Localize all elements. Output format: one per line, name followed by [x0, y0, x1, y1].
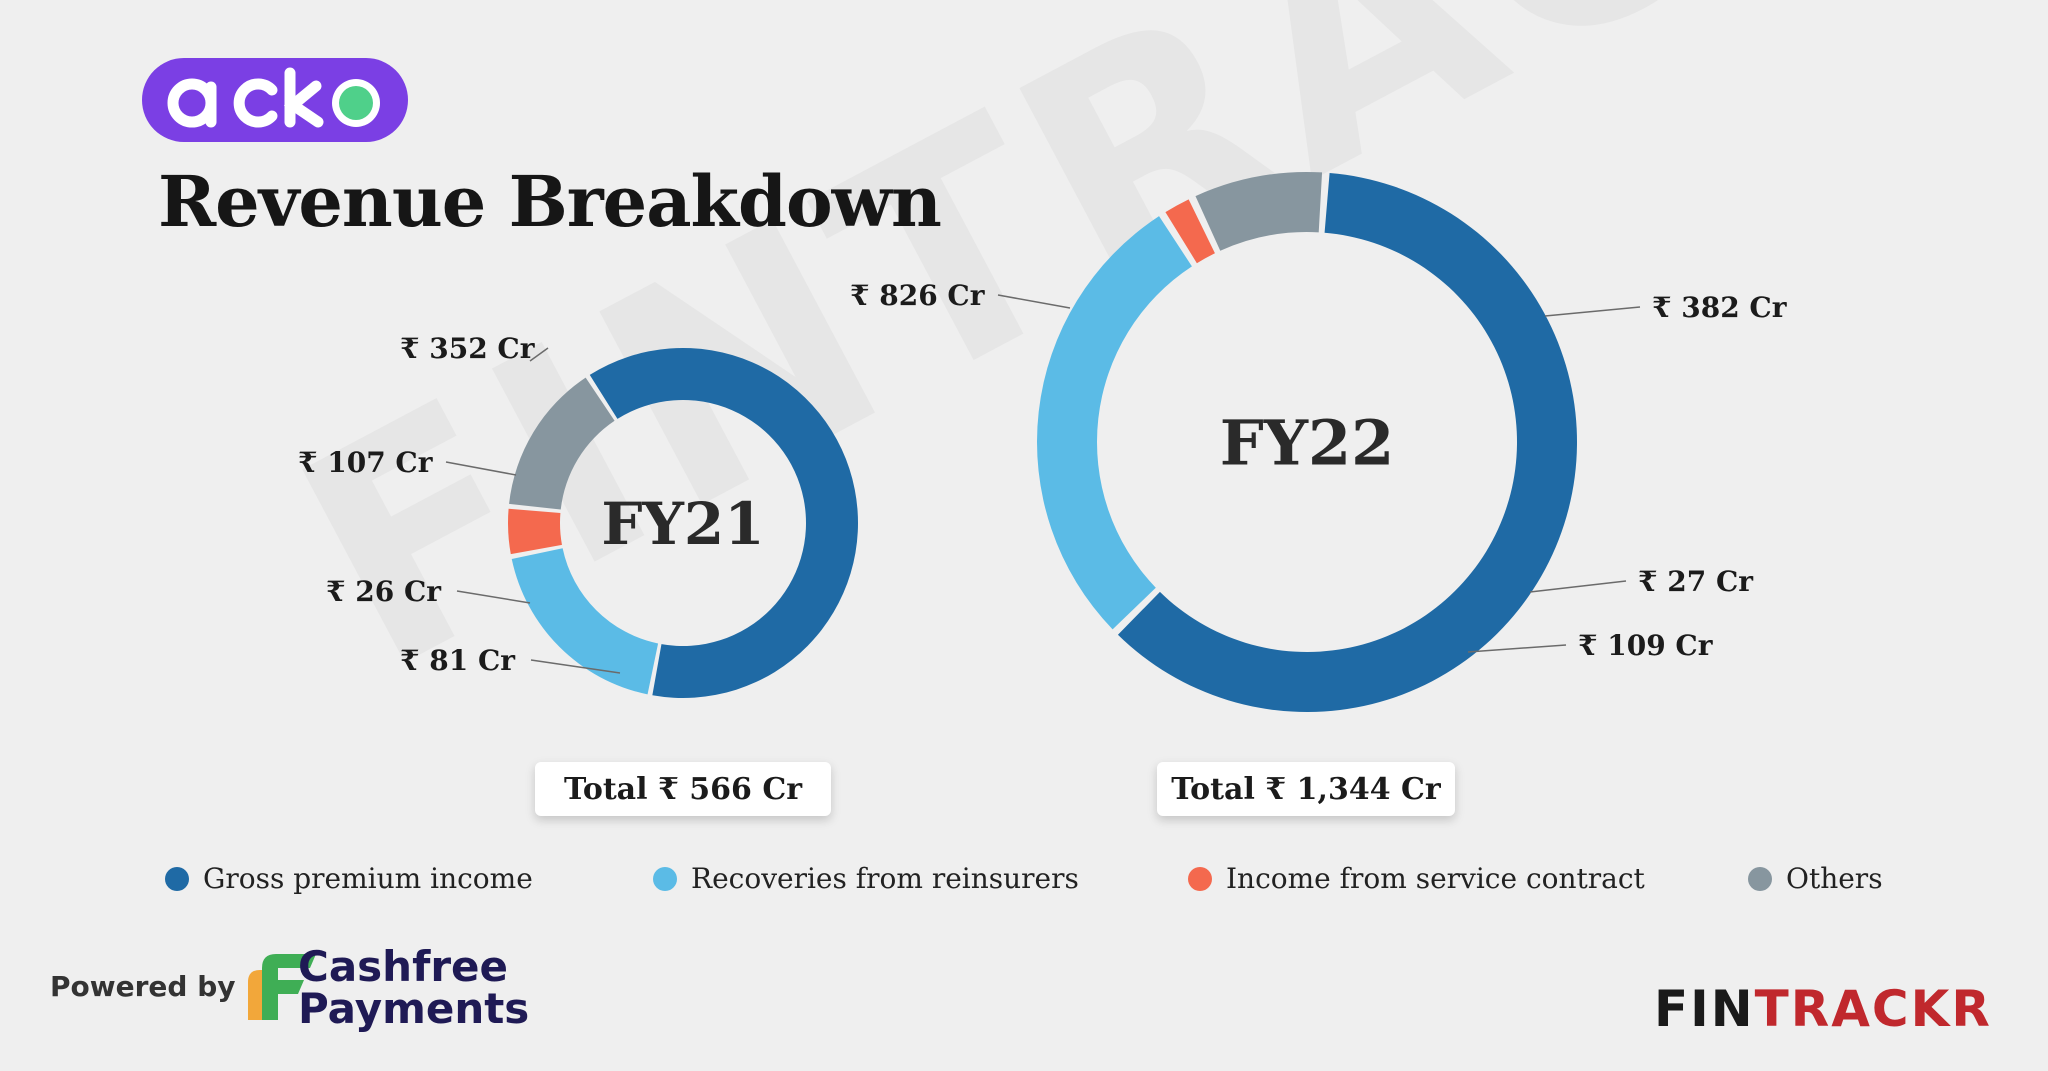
fy22-leader-line	[1529, 580, 1627, 593]
fintrackr-trackr: TRACKR	[1754, 980, 1992, 1038]
acko-wordmark-icon	[167, 67, 380, 128]
legend-swatch	[165, 866, 189, 891]
fy22-center-label: FY22	[1220, 406, 1395, 479]
fy22-slice-3	[1195, 172, 1323, 251]
legend-item-others: Others	[1748, 862, 1883, 895]
fy22-leader-line	[1544, 306, 1641, 317]
cashfree-line2: Payments	[298, 984, 530, 1033]
fintrackr-logo: FINTRACKR	[1654, 980, 1992, 1038]
legend-swatch	[1748, 866, 1772, 891]
fy21-data-label: ₹ 81 Cr	[400, 644, 516, 677]
fy22-slice-1	[1037, 216, 1192, 630]
fy21-leader-line	[445, 461, 517, 476]
cashfree-line1: Cashfree	[298, 942, 509, 991]
legend-label: Income from service contract	[1226, 862, 1645, 895]
fy22-data-label: ₹ 27 Cr	[1638, 565, 1754, 598]
legend-label: Gross premium income	[203, 862, 533, 895]
fy22-slice-2	[1165, 199, 1215, 264]
legend-label: Recoveries from reinsurers	[691, 862, 1079, 895]
fy22-leader-line	[997, 294, 1071, 309]
fy21-data-label: ₹ 107 Cr	[298, 446, 434, 479]
fintrackr-fin: FIN	[1654, 980, 1755, 1038]
legend-swatch	[653, 866, 677, 891]
acko-logo	[142, 58, 408, 142]
fy22-data-label: ₹ 826 Cr	[850, 279, 986, 312]
legend-swatch	[1188, 866, 1212, 891]
fy22-slice-0	[1117, 172, 1577, 713]
fy22-data-label: ₹ 109 Cr	[1578, 629, 1714, 662]
fy22-total-badge: Total ₹ 1,344 Cr	[1157, 762, 1455, 816]
fy21-slice-1	[511, 548, 659, 695]
cashfree-logo-icon	[248, 954, 316, 1020]
fy21-slice-2	[508, 508, 562, 555]
fy21-leader-line	[529, 347, 549, 362]
fy21-data-label: ₹ 26 Cr	[326, 575, 442, 608]
fy21-center-label: FY21	[601, 490, 764, 558]
fy21-slice-0	[589, 348, 858, 698]
legend-item-recoveries: Recoveries from reinsurers	[653, 862, 1079, 895]
legend-item-service-contract: Income from service contract	[1188, 862, 1645, 895]
fy21-slice-3	[509, 377, 615, 510]
powered-by-label: Powered by	[50, 970, 236, 1003]
fy21-data-label: ₹ 352 Cr	[400, 332, 536, 365]
cashfree-wordmark: Cashfree Payments	[298, 946, 529, 1030]
fy22-data-label: ₹ 382 Cr	[1652, 291, 1788, 324]
fy21-leader-line	[456, 590, 531, 604]
legend-item-gross-premium: Gross premium income	[165, 862, 533, 895]
fy22-leader-line	[1467, 644, 1567, 653]
fy21-total-badge: Total ₹ 566 Cr	[535, 762, 831, 816]
fy21-leader-line	[530, 659, 621, 674]
page-title: Revenue Breakdown	[158, 160, 942, 243]
legend-label: Others	[1786, 862, 1883, 895]
legend: Gross premium income Recoveries from rei…	[165, 862, 1885, 906]
